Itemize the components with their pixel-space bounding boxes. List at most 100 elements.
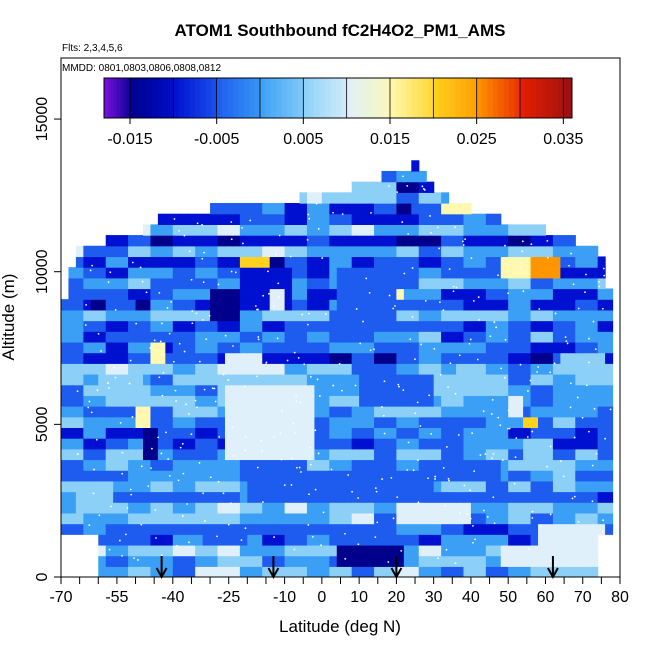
heatmap-cell bbox=[336, 256, 345, 268]
heatmap-cell bbox=[247, 203, 256, 215]
heatmap-cell bbox=[314, 331, 323, 343]
heatmap-cell bbox=[351, 427, 360, 439]
heatmap-cell bbox=[90, 288, 99, 300]
heatmap-cell bbox=[351, 416, 360, 429]
heatmap-cell bbox=[165, 384, 174, 396]
heatmap-cell bbox=[210, 213, 219, 225]
flight-track-point bbox=[601, 307, 604, 310]
heatmap-cell bbox=[344, 341, 353, 354]
flight-track-point bbox=[168, 474, 171, 477]
heatmap-cell bbox=[299, 331, 308, 343]
heatmap-cell bbox=[135, 512, 144, 525]
heatmap-cell bbox=[83, 427, 92, 439]
heatmap-cell bbox=[545, 523, 554, 535]
flight-track-point bbox=[256, 375, 258, 378]
heatmap-cell bbox=[90, 384, 99, 396]
heatmap-cell bbox=[493, 299, 502, 311]
heatmap-cell bbox=[142, 555, 152, 567]
heatmap-cell bbox=[359, 235, 368, 247]
heatmap-cell bbox=[344, 416, 353, 429]
flight-track-point bbox=[279, 432, 282, 435]
heatmap-cell bbox=[411, 363, 420, 375]
heatmap-cell bbox=[418, 213, 427, 225]
flight-track-point bbox=[515, 437, 518, 439]
heatmap-cell bbox=[374, 395, 383, 407]
heatmap-cell bbox=[150, 395, 159, 407]
heatmap-cell bbox=[530, 224, 539, 236]
flight-track-point bbox=[492, 496, 495, 499]
heatmap-cell bbox=[441, 555, 450, 567]
heatmap-cell bbox=[157, 512, 166, 525]
heatmap-cell bbox=[75, 331, 84, 343]
heatmap-cell bbox=[493, 448, 502, 461]
heatmap-cell bbox=[485, 288, 494, 300]
heatmap-cell bbox=[351, 395, 360, 407]
heatmap-cell bbox=[351, 544, 360, 557]
heatmap-cell bbox=[165, 213, 174, 225]
heatmap-cell bbox=[374, 502, 383, 514]
heatmap-cell bbox=[351, 245, 360, 258]
flight-track-point bbox=[240, 539, 243, 542]
heatmap-cell bbox=[351, 331, 360, 343]
heatmap-cell bbox=[150, 256, 159, 268]
heatmap-cell bbox=[456, 341, 465, 354]
heatmap-cell bbox=[463, 277, 472, 290]
colorbar-segment bbox=[395, 78, 402, 118]
heatmap-cell bbox=[306, 288, 316, 300]
heatmap-cell bbox=[262, 341, 271, 354]
heatmap-cell bbox=[314, 406, 323, 418]
heatmap-cell bbox=[90, 480, 99, 493]
heatmap-cell bbox=[575, 352, 584, 364]
heatmap-cell bbox=[485, 245, 494, 258]
heatmap-cell bbox=[493, 459, 502, 471]
heatmap-cell bbox=[441, 320, 450, 332]
flight-track-point bbox=[478, 318, 480, 321]
heatmap-cell bbox=[418, 192, 427, 204]
heatmap-cell bbox=[463, 352, 472, 364]
heatmap-cell bbox=[411, 288, 420, 300]
heatmap-cell bbox=[284, 331, 293, 343]
heatmap-cell bbox=[113, 544, 122, 557]
heatmap-cell bbox=[523, 406, 532, 418]
heatmap-cell bbox=[262, 299, 271, 311]
heatmap-cell bbox=[403, 459, 412, 471]
heatmap-cell bbox=[210, 448, 219, 461]
heatmap-cell bbox=[269, 480, 278, 493]
colorbar-segment bbox=[292, 78, 299, 118]
heatmap-cell bbox=[605, 523, 614, 535]
flight-track-point bbox=[295, 400, 298, 403]
heatmap-cell bbox=[493, 245, 502, 258]
heatmap-cell bbox=[68, 480, 77, 493]
colorbar-segment bbox=[568, 78, 571, 118]
heatmap-cell bbox=[224, 544, 234, 557]
heatmap-cell bbox=[374, 491, 383, 503]
heatmap-cell bbox=[456, 480, 465, 493]
heatmap-cell bbox=[582, 352, 591, 364]
colorbar-segment bbox=[357, 78, 364, 118]
heatmap-cell bbox=[135, 235, 144, 247]
heatmap-cell bbox=[403, 534, 412, 546]
heatmap-cell bbox=[195, 235, 204, 247]
heatmap-cell bbox=[381, 224, 390, 236]
heatmap-cell bbox=[202, 459, 211, 471]
colorbar-segment bbox=[200, 78, 207, 118]
heatmap-cell bbox=[172, 416, 181, 429]
heatmap-cell bbox=[388, 352, 397, 364]
flight-track-point bbox=[549, 371, 552, 374]
heatmap-cell bbox=[418, 288, 427, 300]
heatmap-cell bbox=[530, 277, 539, 290]
heatmap-cell bbox=[90, 512, 99, 525]
heatmap-cell bbox=[411, 512, 420, 525]
heatmap-cell bbox=[374, 448, 383, 461]
heatmap-cell bbox=[515, 491, 524, 503]
heatmap-cell bbox=[75, 523, 84, 535]
heatmap-cell bbox=[411, 224, 420, 236]
heatmap-cell bbox=[381, 512, 390, 525]
heatmap-cell bbox=[336, 203, 345, 215]
heatmap-cell bbox=[254, 245, 263, 258]
heatmap-cell bbox=[433, 320, 442, 332]
heatmap-cell bbox=[217, 213, 226, 225]
x-axis-label: Latitude (deg N) bbox=[279, 617, 401, 636]
heatmap-cell bbox=[239, 406, 248, 418]
heatmap-cell bbox=[299, 534, 308, 546]
